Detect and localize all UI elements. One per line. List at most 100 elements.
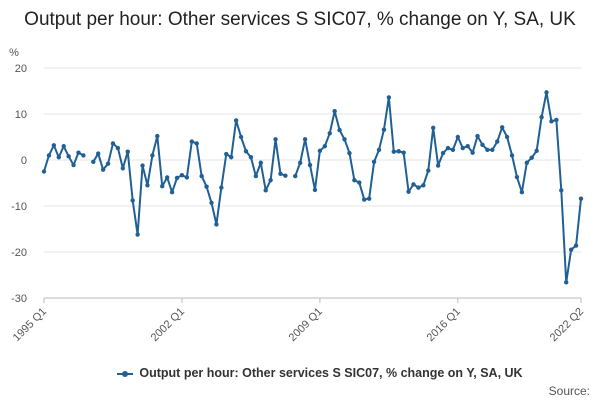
- data-point: [189, 139, 194, 144]
- data-point: [130, 198, 135, 203]
- data-point: [475, 133, 480, 139]
- data-point: [115, 145, 121, 151]
- legend-line-marker-icon: [117, 369, 134, 379]
- data-point: [357, 180, 362, 185]
- data-point: [258, 160, 263, 165]
- data-point: [495, 139, 500, 144]
- y-tick-label: 10: [15, 109, 27, 121]
- data-point: [204, 184, 209, 189]
- data-point: [450, 147, 456, 153]
- data-point: [61, 144, 66, 149]
- data-point: [499, 125, 505, 130]
- data-point: [248, 155, 254, 160]
- chart-title: Output per hour: Other services S SIC07,…: [24, 9, 576, 30]
- gridlines: [44, 67, 581, 299]
- data-point: [268, 178, 273, 183]
- x-tick-label: 1995 Q1: [11, 306, 49, 344]
- x-tick-label: 2002 Q1: [149, 306, 187, 344]
- plot-area: [41, 90, 584, 285]
- x-tick-label: 2016 Q1: [425, 306, 463, 344]
- legend-label: Output per hour: Other services S SIC07,…: [139, 366, 523, 380]
- data-point: [426, 168, 431, 173]
- data-point: [194, 141, 199, 146]
- data-point: [199, 173, 204, 179]
- series-line: [43, 144, 84, 172]
- data-point: [549, 119, 554, 124]
- data-point: [110, 141, 116, 146]
- y-axis-ticks: 20 10 0 -10 -20 -30: [11, 63, 27, 305]
- x-tick-label: 2022 Q2: [548, 306, 586, 344]
- data-point: [253, 173, 259, 179]
- data-point: [312, 187, 318, 193]
- data-point: [332, 109, 337, 114]
- data-point: [66, 154, 71, 159]
- data-point: [238, 134, 244, 140]
- data-point: [145, 183, 150, 188]
- data-point: [411, 182, 416, 187]
- x-axis: 1995 Q1 2002 Q1 2009 Q1 2016 Q1 2022 Q2: [11, 298, 586, 344]
- legend: Output per hour: Other services S SIC07,…: [60, 366, 580, 380]
- y-tick-label: 20: [15, 63, 27, 75]
- data-point: [105, 161, 111, 166]
- data-point: [174, 175, 180, 181]
- data-point: [386, 95, 392, 100]
- data-point: [263, 188, 268, 193]
- data-point: [490, 147, 495, 153]
- data-point: [554, 117, 559, 123]
- data-point: [214, 222, 219, 227]
- data-point: [455, 134, 461, 140]
- y-tick-label: -30: [11, 293, 27, 305]
- data-point: [529, 155, 534, 160]
- data-point: [431, 125, 436, 130]
- data-point: [440, 150, 446, 156]
- data-point: [509, 153, 515, 158]
- data-point: [233, 118, 239, 123]
- data-point: [283, 173, 288, 178]
- y-axis-unit-label: %: [9, 47, 19, 59]
- data-point: [559, 188, 564, 193]
- data-point: [297, 160, 303, 165]
- data-point: [401, 150, 406, 155]
- data-point: [71, 162, 76, 168]
- data-point: [573, 243, 579, 248]
- series-line: [92, 119, 286, 236]
- data-point: [327, 131, 332, 136]
- data-point: [293, 173, 298, 179]
- y-tick-label: 0: [21, 155, 27, 167]
- data-point: [219, 185, 224, 190]
- data-point: [46, 153, 52, 158]
- data-point: [135, 232, 140, 237]
- x-tick-label: 2009 Q1: [287, 306, 325, 344]
- data-point: [544, 90, 549, 95]
- data-point: [564, 280, 569, 285]
- y-tick-label: -20: [11, 247, 27, 259]
- data-point: [100, 167, 106, 172]
- data-point: [337, 127, 342, 133]
- data-point: [362, 197, 367, 202]
- data-point: [376, 147, 382, 153]
- data-point: [155, 133, 160, 139]
- data-point: [278, 171, 283, 176]
- data-point: [534, 148, 539, 153]
- data-point: [470, 150, 475, 155]
- data-point: [539, 115, 544, 120]
- data-point: [224, 151, 229, 157]
- data-point: [229, 155, 234, 160]
- data-point: [371, 159, 377, 165]
- data-point: [578, 196, 584, 201]
- data-point: [91, 159, 96, 165]
- data-point: [273, 137, 278, 142]
- y-tick-label: -10: [11, 201, 27, 213]
- data-point: [460, 145, 465, 151]
- data-point: [120, 166, 126, 171]
- data-point: [317, 148, 323, 153]
- data-point: [391, 149, 396, 154]
- data-point: [76, 150, 81, 155]
- data-point: [480, 142, 485, 148]
- data-point: [322, 144, 328, 149]
- data-point: [243, 149, 249, 154]
- data-point: [524, 160, 530, 165]
- data-point: [435, 163, 441, 168]
- data-point: [140, 163, 145, 168]
